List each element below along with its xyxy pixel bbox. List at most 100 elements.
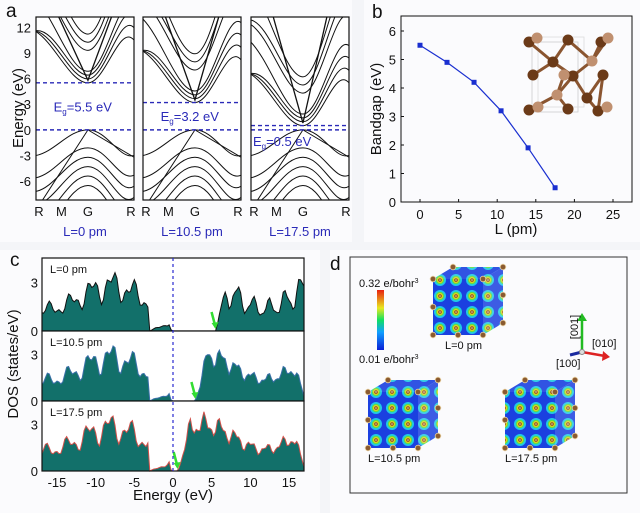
atom (501, 416, 509, 424)
kpoint-label: R (249, 204, 258, 219)
panel-b-xtick: 5 (455, 207, 462, 222)
dos-ytick: 0 (31, 394, 38, 409)
dos-xtick: 5 (208, 475, 215, 490)
valence-band (36, 147, 134, 179)
atom (449, 263, 457, 271)
kpoint-label: R (34, 204, 43, 219)
panel-a-label: a (6, 1, 17, 22)
atom (571, 432, 579, 440)
panel-c-ylabel: DOS (states/eV) (5, 309, 22, 418)
band-structure-plot: Eg=3.2 eVR M G RL=10.5 pm (141, 16, 243, 239)
dos-xtick: 0 (169, 475, 176, 490)
kpoint-label: M (271, 204, 282, 219)
valence-band (164, 175, 223, 200)
dos-caption: L=0 pm (50, 264, 87, 276)
panel-b-ytick: 4 (389, 81, 396, 96)
valence-band (143, 156, 241, 192)
band-edge-arrowhead (211, 322, 219, 329)
crystal-structure-inset (523, 32, 614, 117)
conduction-band (161, 17, 220, 63)
panel-a-ytick: -6 (19, 174, 31, 189)
atom (592, 105, 604, 117)
panel-b-xlabel: L (pm) (495, 221, 538, 238)
atom (532, 101, 544, 113)
atom (601, 101, 613, 113)
conduction-band (164, 17, 220, 103)
atom (562, 103, 574, 115)
bandgap-line (419, 44, 556, 189)
atom (479, 275, 487, 283)
band-plot-frame (250, 16, 350, 201)
conduction-band (143, 32, 241, 96)
atom (434, 376, 442, 384)
dos-caption: L=10.5 pm (50, 337, 102, 349)
kpoint-label: R (341, 204, 350, 219)
bandgap-label: Eg=0.5 eV (253, 134, 312, 151)
atom (364, 388, 372, 396)
panel-a-ylabel: Energy (eV) (10, 68, 27, 148)
kpoint-label: G (298, 204, 308, 219)
panel-b-ytick: 0 (389, 195, 396, 210)
colorbar-max-label: 0.32 e/bohr3 (359, 278, 419, 290)
band-structure-plot: Eg=0.5 eVR M G RL=17.5 pm (249, 16, 351, 239)
conduction-band (70, 17, 102, 35)
charge-density-cube: L=10.5 pm (364, 376, 442, 465)
conduction-band (60, 17, 110, 51)
valence-band (45, 166, 134, 200)
band-edge-arrowhead (173, 462, 181, 469)
band-plot-bg (251, 17, 349, 200)
valence-band (251, 147, 349, 179)
kpoint-label: R (126, 204, 135, 219)
kpoint-label: R (233, 204, 242, 219)
dos-ytick: 3 (31, 418, 38, 433)
panel-b-label: b (372, 2, 383, 23)
kpoint-label: M (56, 204, 67, 219)
axis-origin (579, 349, 585, 355)
valence-band (143, 147, 241, 179)
atom (414, 388, 422, 396)
atom (434, 404, 442, 412)
atom (551, 444, 559, 452)
bond (596, 74, 605, 112)
dos-subplot: L=17.5 pm 3 0 (31, 400, 305, 479)
conduction-band (36, 17, 126, 76)
valence-band (66, 184, 108, 200)
cube-side-face (418, 380, 438, 448)
atom (597, 69, 609, 81)
panel-b-xtick: 15 (529, 207, 543, 222)
panel-b-ytick: 2 (389, 138, 396, 153)
bandgap-point (417, 42, 423, 48)
crystal-axes: [001] [010] [100] (556, 313, 616, 370)
kpoint-label: G (83, 204, 93, 219)
panel-b-ytick: 1 (389, 167, 396, 182)
valence-band (272, 175, 331, 200)
charge-density-cube: L=0 pm (429, 263, 507, 352)
bandgap-point (444, 59, 450, 65)
cube-side-face (483, 267, 503, 335)
cube-front-face (368, 392, 418, 448)
dos-xtick: -10 (86, 475, 105, 490)
atom (567, 70, 579, 82)
cube-side-face (555, 380, 575, 448)
atom (414, 444, 422, 452)
atom (531, 32, 543, 44)
colorbar-min-label: 0.01 e/bohr3 (359, 354, 419, 366)
conduction-band (251, 41, 349, 115)
conduction-band (47, 17, 120, 72)
dos-subplot: L=0 pm 3 0 (31, 257, 305, 339)
band-edge-arrowhead (191, 392, 199, 399)
bandgap-point (498, 108, 504, 114)
conduction-band (251, 17, 345, 94)
atom (499, 319, 507, 327)
panel-a-ytick: 12 (17, 20, 31, 35)
atom (586, 55, 598, 67)
dos-ytick: 0 (31, 464, 38, 479)
atom (499, 263, 507, 271)
panel-c-label: c (10, 250, 20, 271)
atom (581, 92, 593, 104)
atom (501, 388, 509, 396)
atom (429, 331, 437, 339)
panel-a-ytick: -3 (19, 149, 31, 164)
atom (602, 32, 614, 44)
